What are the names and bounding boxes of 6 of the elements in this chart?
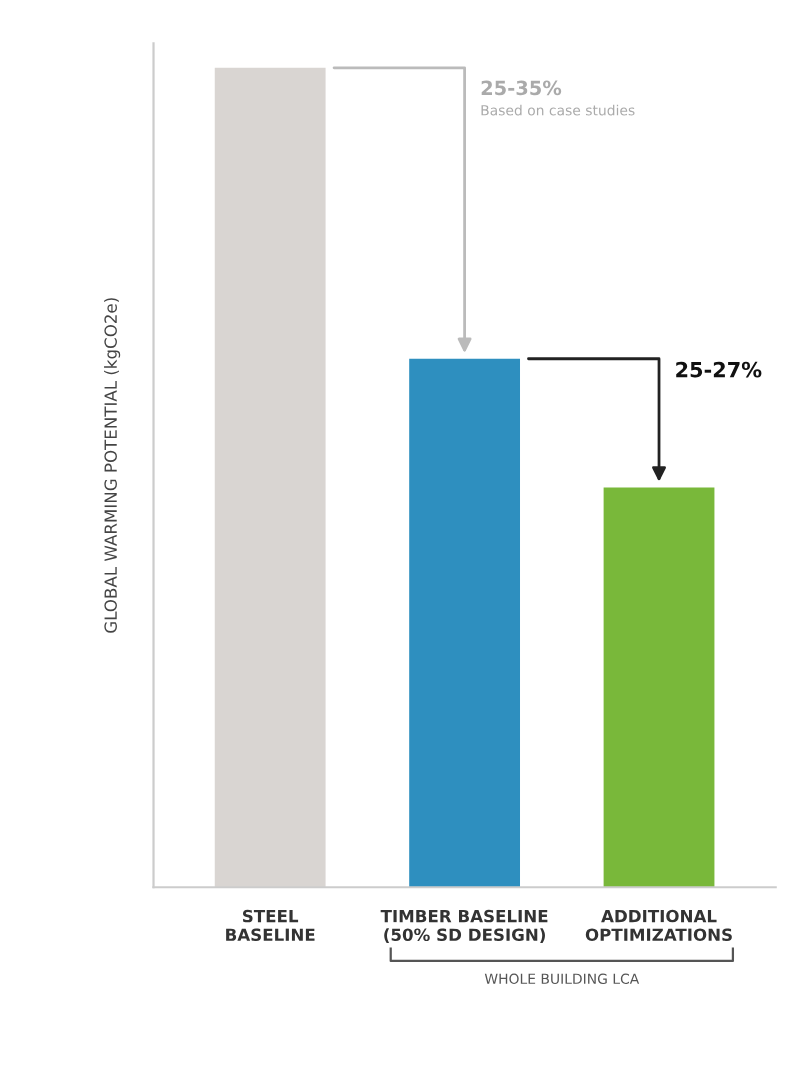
x-tick-label: TIMBER BASELINE (50% SD DESIGN) xyxy=(380,909,548,943)
annotation: 25-27% xyxy=(676,361,762,378)
annotation: 25-35% xyxy=(481,80,562,96)
x-tick-label: ADDITIONAL OPTIMIZATIONS xyxy=(585,909,732,942)
x-tick-label: STEEL BASELINE xyxy=(226,909,315,942)
y-axis-title: GLOBAL WARMING POTENTIAL (kgCO2e) xyxy=(104,298,121,633)
